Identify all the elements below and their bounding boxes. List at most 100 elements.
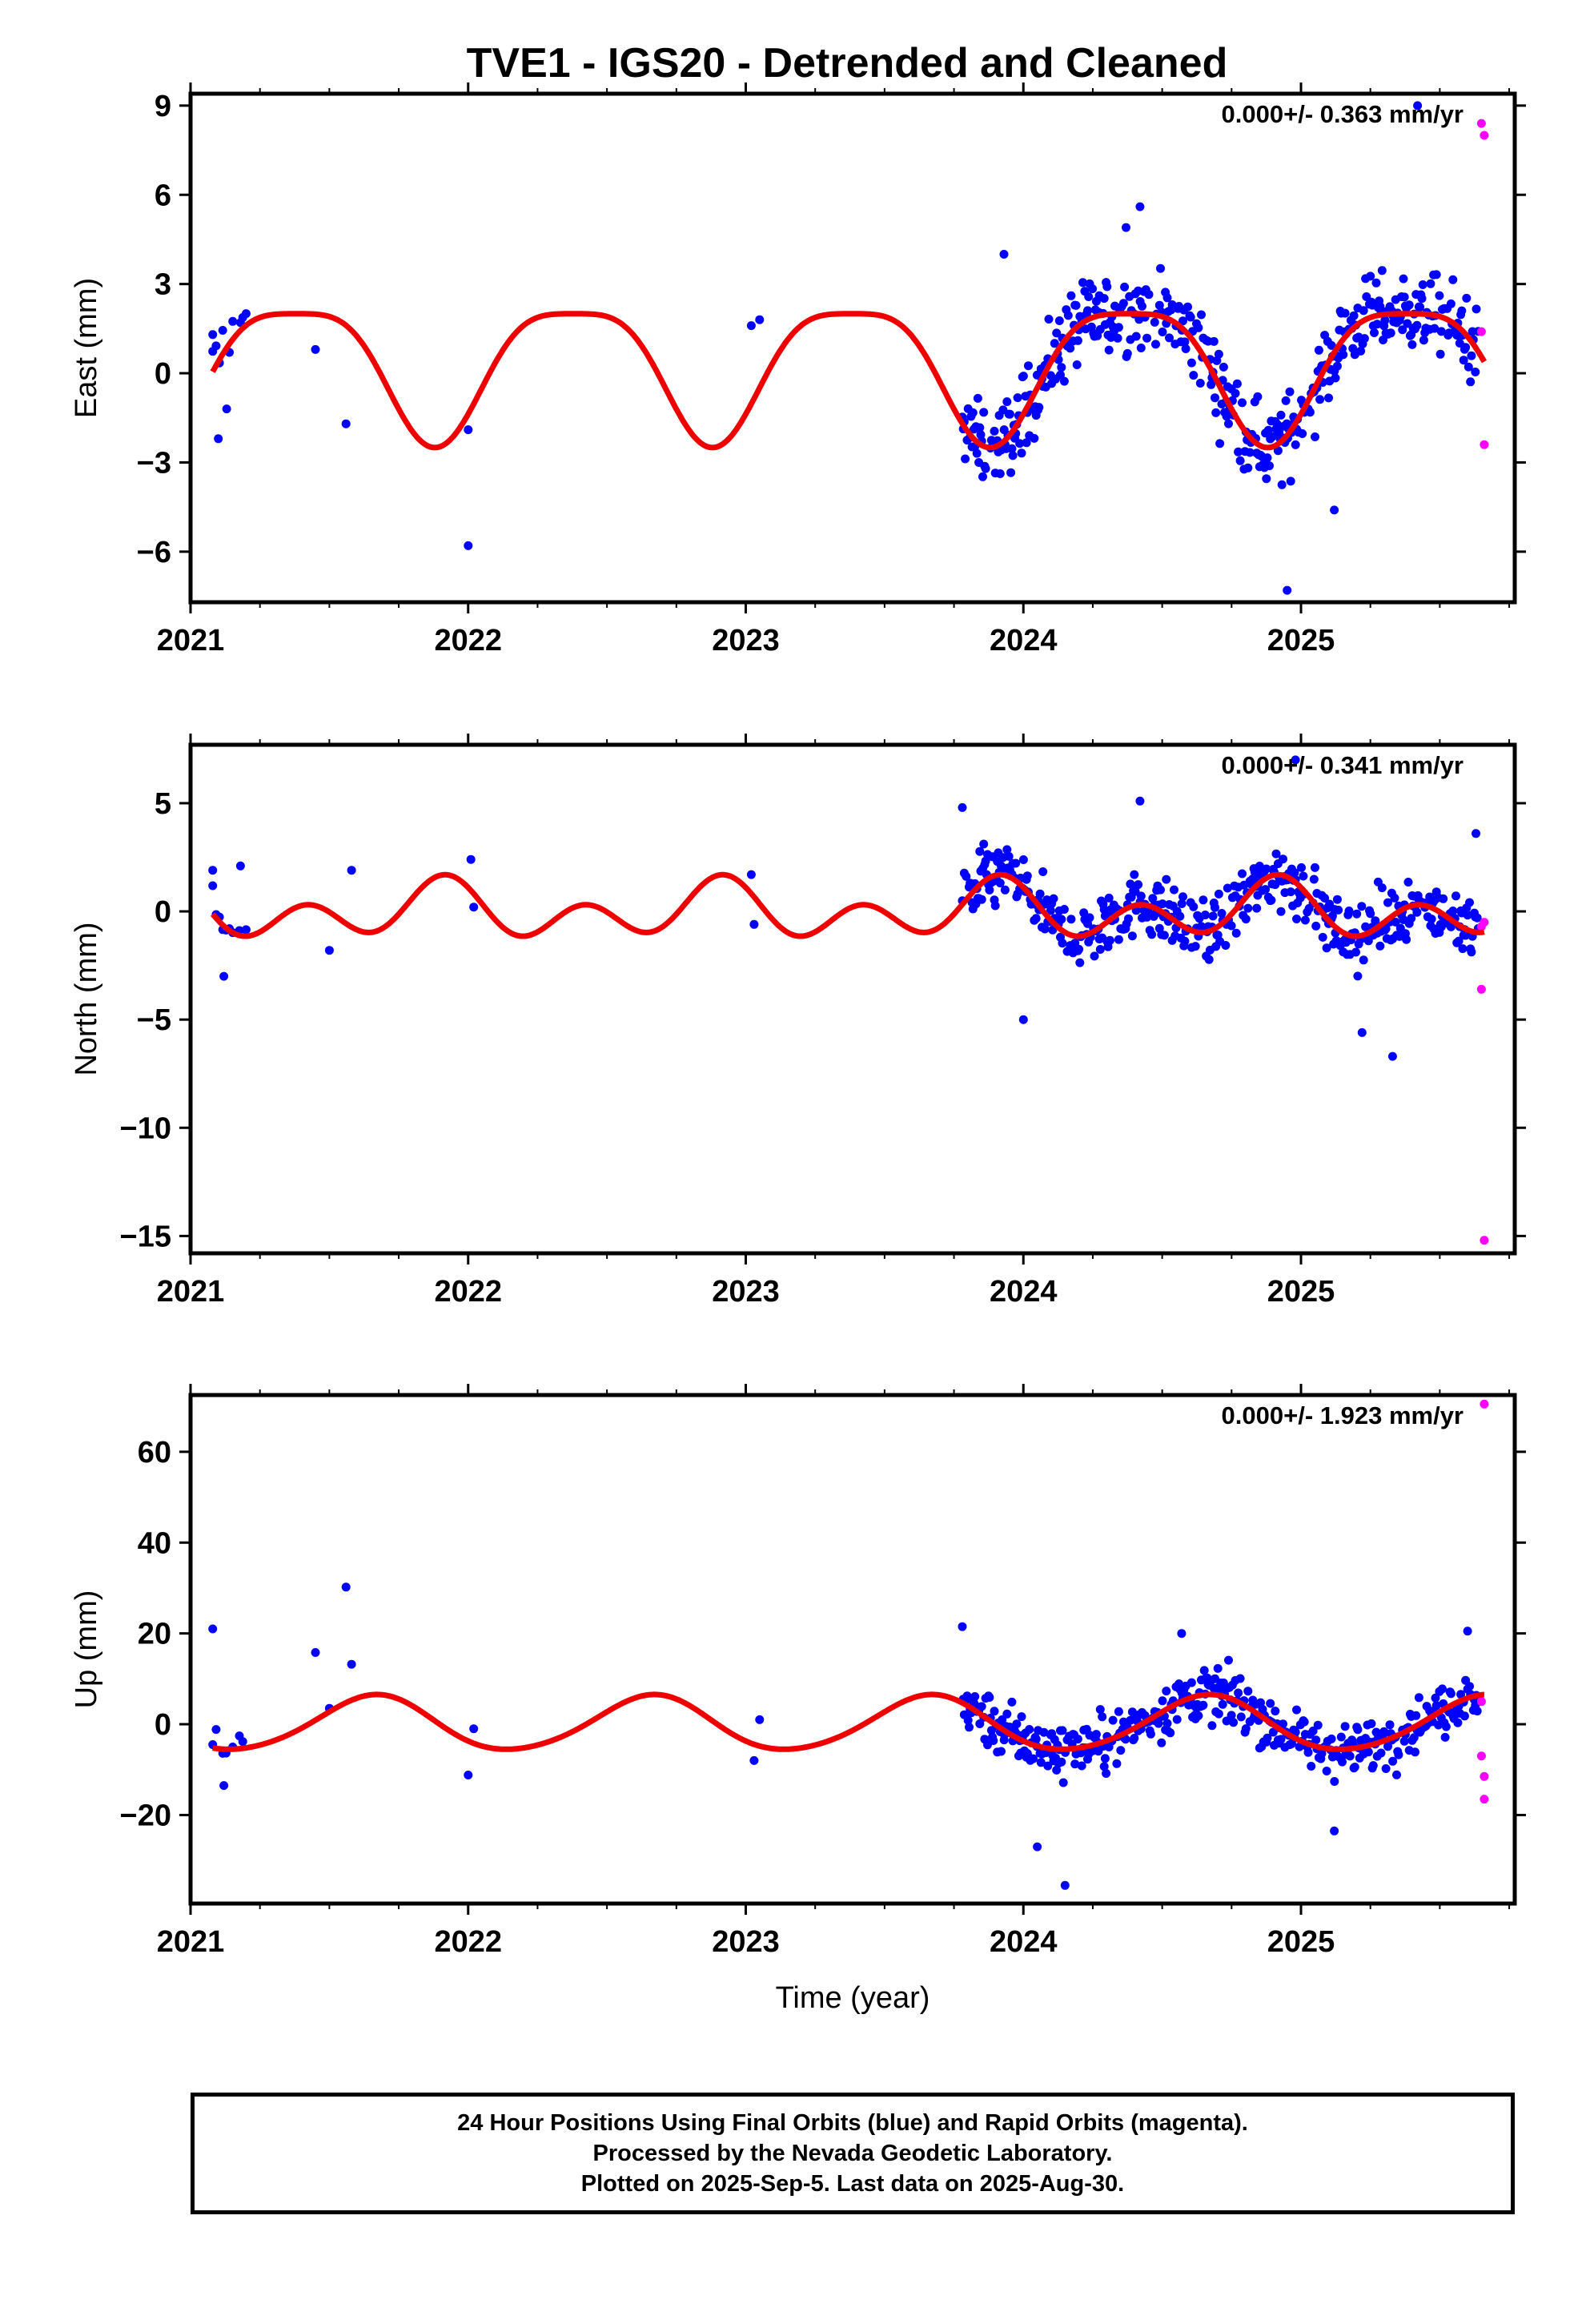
final-orbit-point xyxy=(1113,333,1122,343)
final-orbit-point xyxy=(1314,345,1323,355)
final-orbit-point xyxy=(1058,939,1067,948)
final-orbit-point xyxy=(1095,1705,1105,1715)
final-orbit-point xyxy=(1300,915,1310,925)
x-tick-label: 2023 xyxy=(712,1925,780,1959)
final-orbit-point xyxy=(1263,453,1272,463)
final-orbit-point xyxy=(1359,955,1368,965)
final-orbit-point xyxy=(1461,931,1471,940)
final-orbit-point xyxy=(1292,1705,1301,1715)
final-orbit-point xyxy=(208,866,218,875)
final-orbit-point xyxy=(1272,420,1282,429)
final-orbit-point xyxy=(1265,461,1274,471)
final-orbit-point xyxy=(1223,883,1232,893)
final-orbit-point xyxy=(1144,290,1154,300)
final-orbit-point xyxy=(1430,324,1439,333)
final-orbit-point xyxy=(1361,922,1371,931)
x-tick-label: 2025 xyxy=(1267,1275,1335,1309)
final-orbit-point xyxy=(1199,895,1208,905)
final-orbit-point xyxy=(1324,393,1333,403)
final-orbit-point xyxy=(1387,1051,1397,1061)
final-orbit-point xyxy=(1370,328,1379,337)
final-orbit-point xyxy=(1334,905,1343,915)
final-orbit-point xyxy=(1271,1707,1280,1716)
final-orbit-point xyxy=(1377,883,1387,893)
final-orbit-point xyxy=(1063,311,1073,320)
final-orbit-point xyxy=(347,1659,356,1669)
final-orbit-point xyxy=(979,408,989,417)
final-orbit-point xyxy=(466,854,476,864)
final-orbit-point xyxy=(1399,274,1408,283)
final-orbit-point xyxy=(1217,909,1227,918)
final-orbit-point xyxy=(1189,371,1199,380)
final-orbit-point xyxy=(1463,1626,1472,1636)
final-orbit-point xyxy=(219,1781,229,1791)
final-orbit-point xyxy=(1291,440,1300,449)
final-orbit-point xyxy=(1308,1727,1318,1735)
rapid-orbit-point xyxy=(1480,1236,1489,1245)
final-orbit-point xyxy=(1017,448,1026,458)
final-orbit-point xyxy=(1399,292,1409,302)
final-orbit-point xyxy=(1299,1717,1309,1727)
y-tick-label: −3 xyxy=(137,446,171,480)
final-orbit-point xyxy=(1372,320,1382,329)
final-orbit-point xyxy=(1050,339,1059,348)
final-orbit-point xyxy=(1371,278,1381,287)
final-orbit-point xyxy=(978,472,987,481)
y-tick-label: 3 xyxy=(155,268,171,302)
final-orbit-point xyxy=(1232,379,1242,388)
final-orbit-point xyxy=(1332,895,1342,904)
final-orbit-point xyxy=(1472,304,1481,314)
final-orbit-point xyxy=(1156,885,1165,895)
final-orbit-point xyxy=(1138,301,1146,311)
final-orbit-point xyxy=(1214,889,1223,899)
final-orbit-point xyxy=(1385,1720,1395,1730)
final-orbit-point xyxy=(1245,448,1255,457)
final-orbit-point xyxy=(1388,1756,1398,1766)
final-orbit-point xyxy=(972,448,982,458)
final-orbit-point xyxy=(1100,1754,1110,1763)
final-orbit-point xyxy=(1252,903,1262,913)
final-orbit-point xyxy=(995,879,1005,888)
final-orbit-point xyxy=(1402,935,1411,944)
final-orbit-point xyxy=(1181,344,1191,353)
x-tick-label: 2021 xyxy=(157,624,225,657)
y-tick-label: 0 xyxy=(155,357,171,391)
final-orbit-point xyxy=(1467,947,1476,957)
final-orbit-point xyxy=(1112,1759,1122,1768)
rapid-orbit-point xyxy=(1480,131,1489,140)
rapid-orbit-point xyxy=(1476,327,1486,336)
final-orbit-point xyxy=(1007,1697,1017,1707)
final-orbit-point xyxy=(1234,447,1243,456)
final-orbit-point xyxy=(1034,403,1044,412)
final-orbit-point xyxy=(311,1648,320,1657)
final-orbit-point xyxy=(1194,323,1203,332)
final-orbit-point xyxy=(1044,315,1054,324)
final-orbit-point xyxy=(1268,1727,1278,1737)
final-orbit-point xyxy=(1191,942,1200,951)
final-orbit-point xyxy=(1057,363,1066,372)
x-tick-label: 2022 xyxy=(434,1275,502,1309)
final-orbit-point xyxy=(1165,333,1174,343)
final-orbit-point xyxy=(1407,914,1416,923)
final-orbit-point xyxy=(1211,408,1221,417)
final-orbit-point xyxy=(1238,398,1247,408)
final-orbit-point xyxy=(1366,271,1375,281)
final-orbit-point xyxy=(1177,899,1186,908)
final-orbit-point xyxy=(1180,337,1190,347)
final-orbit-point xyxy=(1446,1689,1456,1699)
final-orbit-point xyxy=(1127,1707,1137,1717)
final-orbit-point xyxy=(1022,871,1032,881)
final-orbit-point xyxy=(1073,1735,1082,1744)
final-orbit-point xyxy=(1267,432,1277,441)
final-orbit-point xyxy=(1299,871,1308,881)
final-orbit-point xyxy=(1472,829,1480,838)
panel-up: 2021 2022 2023 2024 2025 −20 0 20 40 60 Up (mm) 0.0… xyxy=(70,1384,1526,2015)
final-orbit-point xyxy=(1435,291,1444,300)
final-orbit-point xyxy=(1292,915,1301,923)
final-orbit-point xyxy=(1002,397,1012,407)
final-orbit-point xyxy=(1156,263,1165,273)
final-orbit-point xyxy=(975,423,985,432)
final-orbit-point xyxy=(1229,1718,1239,1727)
final-orbit-point xyxy=(1322,1767,1331,1775)
final-orbit-point xyxy=(1030,433,1039,443)
